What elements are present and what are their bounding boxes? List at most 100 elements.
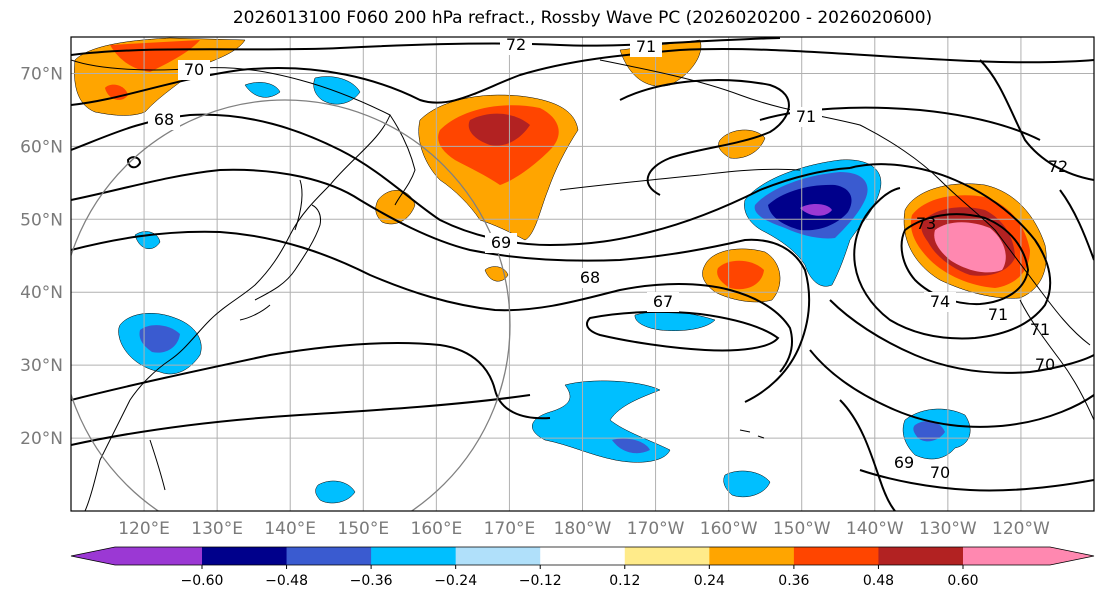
- latitude-tick-label: 70°N: [20, 64, 63, 84]
- negative-anomaly-gulf-of-alaska-min: [800, 204, 832, 216]
- contour-label: 71: [988, 305, 1008, 324]
- longitude-tick-label: 160°E: [411, 519, 463, 539]
- refractivity-contours: [71, 37, 1094, 511]
- colorbar-segment: [286, 547, 372, 565]
- colorbar-outline: [70, 546, 1095, 566]
- latitude-labels: 20°N 30°N 40°N 50°N 60°N 70°N: [20, 64, 63, 449]
- longitude-tick-label: 170°E: [484, 519, 536, 539]
- contour-label: 74: [930, 292, 950, 311]
- colorbar-extend-high: [963, 547, 1094, 565]
- coast-sakhalin: [294, 179, 303, 231]
- coast-japan: [239, 204, 321, 321]
- colorbar-tick-label: −0.48: [265, 573, 308, 589]
- positive-anomaly-okhotsk-dark: [468, 113, 530, 146]
- colorbar-tick-label: 0.36: [778, 573, 809, 589]
- latitude-tick-label: 60°N: [20, 137, 63, 157]
- colorbar-tick-label: −0.12: [519, 573, 562, 589]
- colorbar: −0.60 −0.48 −0.36 −0.24 −0.12 0.12 0.24 0.36 0.4…: [70, 546, 1095, 589]
- contour-label-bg: [647, 292, 679, 312]
- contour-line: [849, 163, 1052, 340]
- positive-anomaly-northeast-pacific-max: [934, 222, 1006, 273]
- contour-label: 69: [491, 233, 511, 252]
- negative-anomaly-north-small-2: [313, 76, 361, 105]
- colorbar-segment: [709, 547, 795, 565]
- colorbar-tick-label: −0.36: [350, 573, 393, 589]
- contour-label: 67: [653, 292, 673, 311]
- longitude-tick-label: 130°E: [191, 519, 243, 539]
- coast-kamchatka: [389, 114, 416, 206]
- negative-anomaly-north-small: [244, 82, 281, 98]
- latitude-tick-label: 50°N: [20, 210, 63, 230]
- longitude-tick-label: 120°W: [992, 519, 1050, 539]
- longitude-labels: 120°E 130°E 140°E 150°E 160°E 170°E 180°W 170°W…: [118, 519, 1050, 539]
- contour-line: [859, 469, 1094, 492]
- latitude-tick-label: 40°N: [20, 283, 63, 303]
- longitude-tick-label: 140°E: [264, 519, 316, 539]
- coast-north-america-west: [1019, 299, 1094, 421]
- contour-label: 71: [796, 107, 816, 126]
- contour-label: 68: [154, 110, 174, 129]
- contour-line: [829, 299, 1094, 374]
- contour-label-bg: [485, 233, 517, 253]
- longitude-tick-label: 140°W: [846, 519, 904, 539]
- negative-anomaly-subtropics-core: [612, 438, 650, 454]
- colorbar-segment: [371, 547, 457, 565]
- contour-label-bg: [500, 35, 532, 55]
- negative-anomaly-southeast-small: [723, 470, 771, 498]
- contour-label: 70: [184, 60, 204, 79]
- colorbar-extend-low: [71, 547, 202, 565]
- contour-line: [1059, 189, 1094, 261]
- contour-label: 68: [580, 268, 600, 287]
- contour-label: 70: [1035, 355, 1055, 374]
- colorbar-segment: [878, 547, 964, 565]
- coast-asia-mainland: [71, 59, 391, 511]
- contour-line: [839, 399, 896, 511]
- coast-hawaii: [739, 429, 765, 439]
- contour-line: [900, 213, 1030, 306]
- colorbar-segment: [624, 547, 710, 565]
- contour-label-bg: [148, 110, 180, 130]
- contour-line: [586, 310, 780, 352]
- positive-anomaly-northwest-core: [110, 40, 200, 72]
- pc-anomaly-shading: [74, 37, 1047, 504]
- colorbar-segment: [540, 547, 626, 565]
- colorbar-segment: [455, 547, 541, 565]
- negative-anomaly-southwest-small: [315, 480, 356, 504]
- longitude-tick-label: 160°W: [700, 519, 758, 539]
- longitude-tick-label: 180°W: [554, 519, 612, 539]
- contour-label: 72: [506, 35, 526, 54]
- contour-label-bg: [924, 292, 956, 312]
- contour-label: 71: [636, 37, 656, 56]
- reference-circle: [71, 99, 511, 511]
- colorbar-tick-label: −0.60: [181, 573, 224, 589]
- contour-line: [126, 156, 142, 169]
- coast-aleutians: [559, 168, 801, 191]
- contour-line: [71, 230, 793, 373]
- coastlines: [71, 59, 1094, 511]
- latitude-tick-label: 30°N: [20, 356, 63, 376]
- contour-line: [979, 59, 1094, 181]
- contour-label: 71: [1030, 320, 1050, 339]
- contour-label-bg: [574, 268, 606, 288]
- contour-line: [71, 342, 551, 420]
- contour-labels: 72 71 70 68 71 69 68 67 73 74 71 71 70 7…: [148, 35, 1068, 482]
- contour-label: 73: [916, 214, 936, 233]
- contour-line: [71, 48, 1094, 106]
- colorbar-tick-label: −0.24: [434, 573, 477, 589]
- coast-alaska: [599, 59, 1091, 346]
- contour-line: [71, 394, 531, 446]
- coast-philippines: [149, 439, 166, 491]
- negative-anomaly-east-subtropics-core: [913, 420, 945, 442]
- longitude-tick-label: 130°W: [919, 519, 977, 539]
- contour-label: 70: [930, 463, 950, 482]
- colorbar-tick-label: 0.12: [609, 573, 640, 589]
- contour-line: [71, 168, 811, 403]
- colorbar-tick-label: 0.24: [694, 573, 725, 589]
- contour-line: [809, 349, 1094, 428]
- positive-anomaly-small-patch: [484, 266, 509, 282]
- longitude-tick-label: 170°W: [627, 519, 685, 539]
- contour-label-bg: [790, 107, 822, 127]
- colorbar-segment: [793, 547, 879, 565]
- contour-label-bg: [178, 60, 210, 80]
